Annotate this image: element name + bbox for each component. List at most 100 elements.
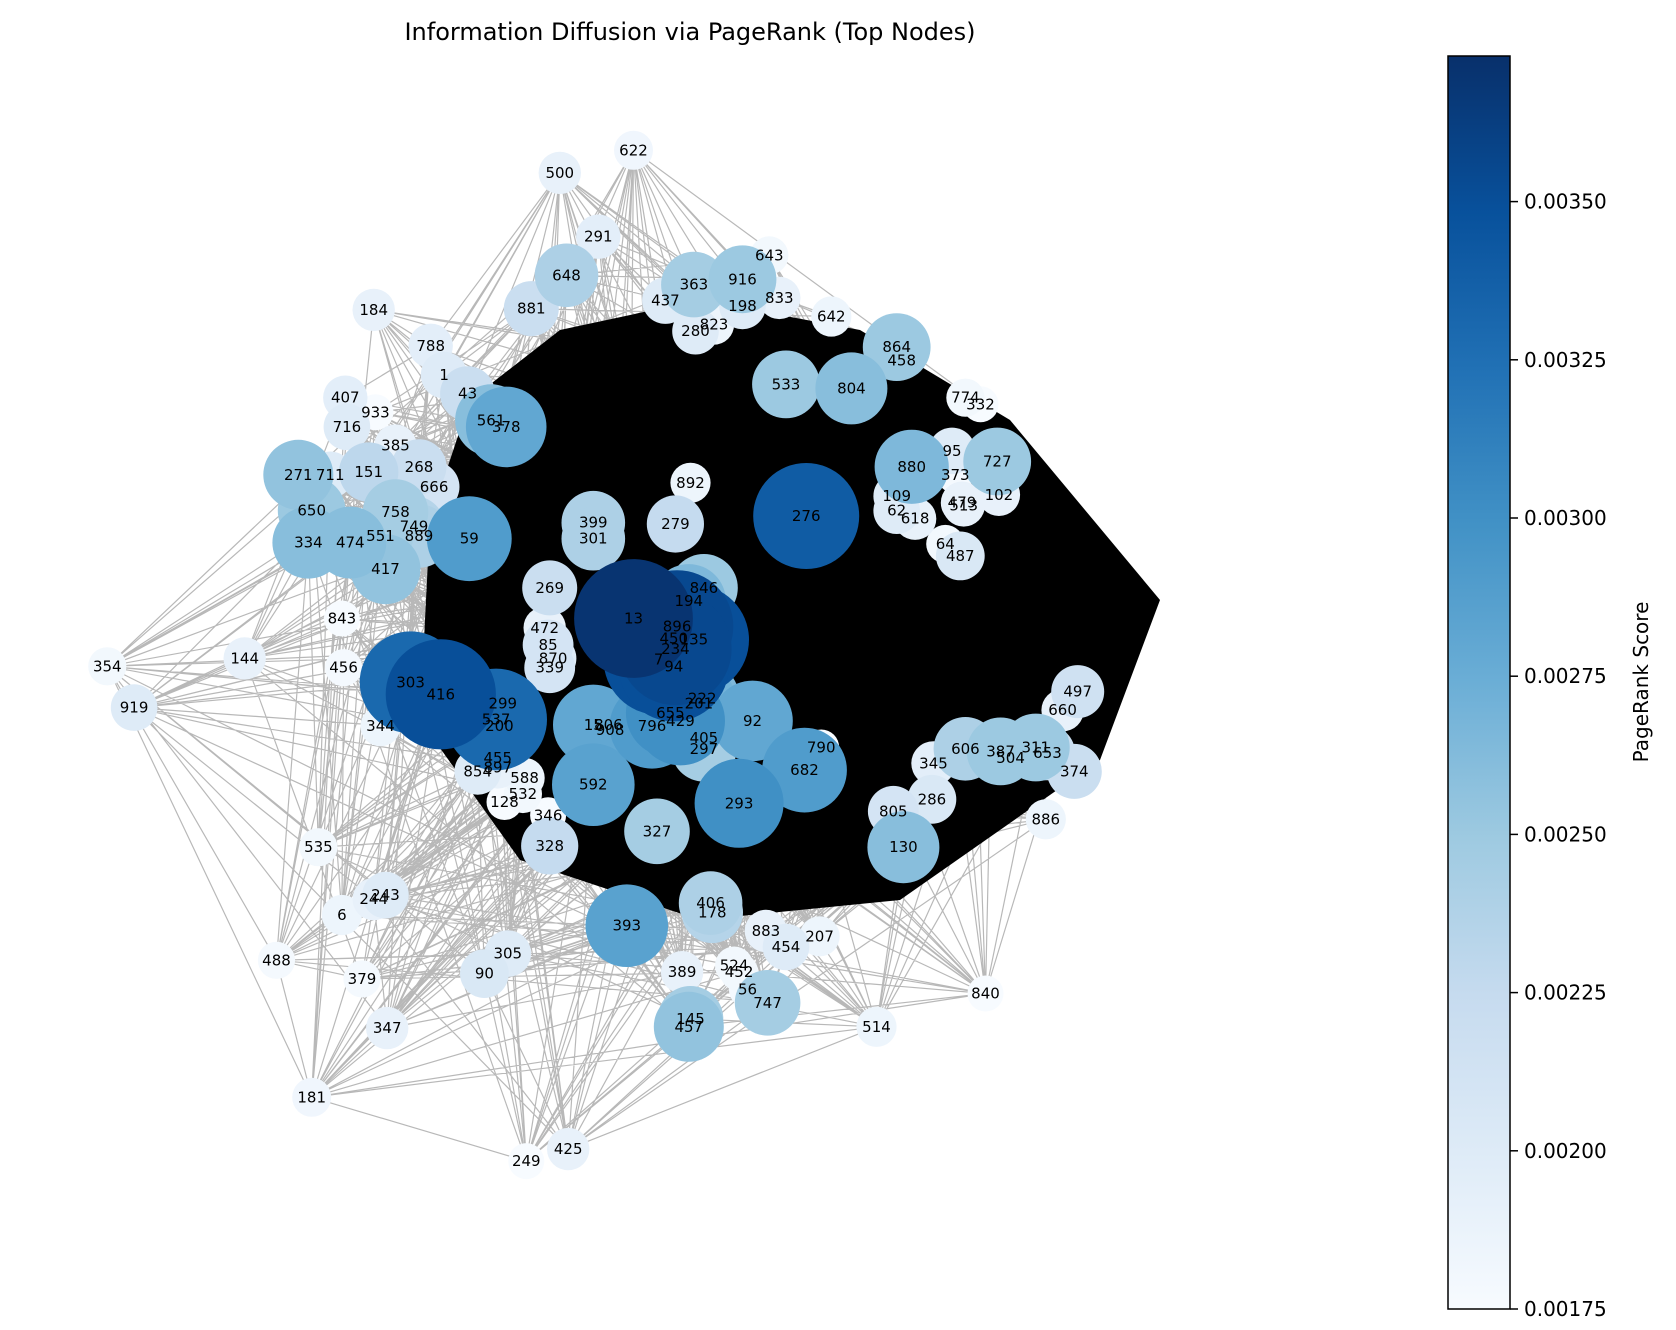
- node-207: [799, 916, 840, 957]
- node-label-385: 385: [381, 437, 410, 455]
- colorbar-tick-label: 0.00225: [1524, 981, 1607, 1005]
- node-456: [325, 649, 363, 687]
- node-249: [508, 1143, 545, 1180]
- node-label-514: 514: [862, 1018, 891, 1036]
- node-label-472: 472: [530, 619, 559, 637]
- node-label-406: 406: [696, 894, 725, 912]
- node-130: [867, 811, 940, 884]
- node-label-504: 504: [996, 749, 1025, 767]
- node-682: [762, 727, 847, 813]
- node-label-561: 561: [477, 411, 506, 429]
- node-389: [660, 951, 704, 994]
- node-label-452: 452: [725, 963, 754, 981]
- colorbar-tick-label: 0.00175: [1524, 1297, 1607, 1321]
- node-592: [552, 743, 635, 826]
- node-label-334: 334: [294, 534, 323, 552]
- node-label-297: 297: [690, 740, 719, 758]
- colorbar-tick-label: 0.00350: [1524, 190, 1607, 214]
- node-label-15: 15: [584, 716, 603, 734]
- node-916: [708, 245, 777, 314]
- node-label-293: 293: [725, 794, 754, 812]
- node-425: [547, 1127, 590, 1171]
- node-label-85: 85: [539, 636, 558, 654]
- node-label-94: 94: [664, 657, 683, 675]
- node-13: [574, 559, 693, 678]
- node-880: [874, 429, 949, 504]
- node-379: [343, 960, 381, 998]
- node-513: [942, 484, 985, 527]
- node-label-535: 535: [304, 838, 333, 856]
- node-514: [856, 1006, 897, 1047]
- node-533: [752, 350, 820, 419]
- node-label-886: 886: [1031, 810, 1060, 828]
- node-label-389: 389: [668, 963, 697, 981]
- node-279: [646, 495, 705, 553]
- node-747: [734, 970, 801, 1036]
- node-label-606: 606: [951, 740, 980, 758]
- node-286: [907, 774, 957, 824]
- node-291: [576, 214, 621, 259]
- node-90: [460, 949, 509, 998]
- node-label-346: 346: [534, 806, 563, 824]
- node-843: [323, 600, 360, 637]
- node-622: [614, 130, 653, 170]
- node-label-144: 144: [230, 649, 259, 667]
- node-label-908: 908: [596, 721, 625, 739]
- node-label-347: 347: [373, 1019, 402, 1037]
- node-144: [223, 637, 266, 680]
- node-label-804: 804: [837, 379, 866, 397]
- chart-title: Information Diffusion via PageRank (Top …: [404, 18, 975, 46]
- node-label-880: 880: [897, 458, 926, 476]
- node-label-198: 198: [728, 297, 757, 315]
- node-642: [811, 296, 852, 337]
- node-layer: [88, 130, 1105, 1180]
- node-label-618: 618: [901, 510, 930, 528]
- node-label-271: 271: [284, 466, 313, 484]
- node-label-846: 846: [690, 579, 719, 597]
- node-label-64: 64: [936, 535, 955, 553]
- node-363: [661, 251, 727, 318]
- node-label-479: 479: [948, 494, 977, 512]
- node-label-429: 429: [666, 712, 695, 730]
- colorbar-ticks: 0.00175 0.00200 0.00225 0.00250 0.00275 0.003…: [1510, 190, 1607, 1321]
- node-59: [426, 496, 512, 582]
- node-label-450: 450: [659, 629, 688, 647]
- colorbar-tick-label: 0.00275: [1524, 664, 1607, 688]
- node-406: [678, 871, 743, 935]
- node-label-774: 774: [951, 389, 980, 407]
- node-label-622: 622: [619, 141, 648, 159]
- colorbar-tick-label: 0.00200: [1524, 1139, 1607, 1163]
- node-label-896: 896: [663, 617, 692, 635]
- node-label-425: 425: [554, 1140, 583, 1158]
- node-919: [110, 684, 158, 731]
- node-347: [366, 1006, 409, 1050]
- node-label-660: 660: [1048, 701, 1077, 719]
- node-label-243: 243: [371, 886, 400, 904]
- node-label-933: 933: [361, 403, 390, 421]
- node-label-881: 881: [517, 300, 546, 318]
- node-label-919: 919: [120, 699, 149, 717]
- node-label-892: 892: [676, 474, 705, 492]
- node-label-268: 268: [405, 458, 434, 476]
- node-label-244: 244: [359, 890, 388, 908]
- node-label-417: 417: [371, 560, 400, 578]
- node-354: [88, 647, 127, 686]
- node-label-455: 455: [483, 749, 512, 767]
- node-label-178: 178: [698, 903, 727, 921]
- node-label-806: 806: [594, 716, 623, 734]
- node-label-533: 533: [772, 375, 801, 393]
- node-label-291: 291: [584, 228, 613, 246]
- node-716: [323, 403, 371, 451]
- node-293: [694, 758, 784, 848]
- node-label-128: 128: [490, 793, 519, 811]
- node-label-332: 332: [966, 395, 995, 413]
- node-label-184: 184: [359, 301, 388, 319]
- node-label-378: 378: [492, 418, 521, 436]
- node-301: [561, 506, 626, 571]
- node-311: [1001, 713, 1070, 782]
- node-label-249: 249: [512, 1152, 541, 1170]
- node-243: [362, 871, 409, 919]
- node-label-487: 487: [946, 547, 975, 565]
- node-label-387: 387: [986, 742, 1015, 760]
- node-648: [534, 243, 599, 308]
